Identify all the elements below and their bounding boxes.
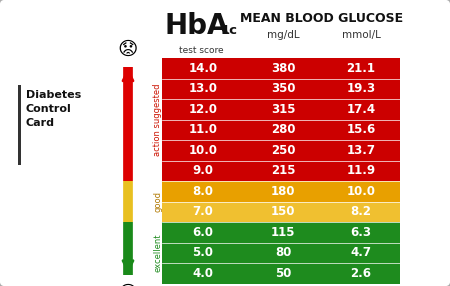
Text: action suggested: action suggested	[153, 83, 162, 156]
Bar	[162, 99, 400, 120]
Bar	[162, 243, 400, 263]
Text: 10.0: 10.0	[346, 185, 375, 198]
Text: 150: 150	[271, 205, 295, 218]
Text: 😟: 😟	[118, 39, 138, 59]
Text: MEAN BLOOD GLUCOSE: MEAN BLOOD GLUCOSE	[240, 12, 404, 25]
Text: 1c: 1c	[221, 24, 238, 37]
Text: 380: 380	[271, 62, 295, 75]
Text: 11.0: 11.0	[189, 123, 217, 136]
Text: mmol/L: mmol/L	[342, 30, 380, 40]
Text: 10.0: 10.0	[189, 144, 217, 157]
Text: HbA: HbA	[165, 12, 229, 40]
Text: 6.3: 6.3	[351, 226, 372, 239]
Text: 13.0: 13.0	[189, 82, 217, 95]
Text: 4.0: 4.0	[193, 267, 213, 280]
Text: 250: 250	[271, 144, 295, 157]
Text: 280: 280	[271, 123, 295, 136]
Bar	[18, 85, 21, 165]
Text: 12.0: 12.0	[189, 103, 217, 116]
Text: 5.0: 5.0	[193, 246, 213, 259]
Text: 180: 180	[271, 185, 295, 198]
Text: 13.7: 13.7	[346, 144, 375, 157]
Text: Card: Card	[26, 118, 55, 128]
Text: excellent: excellent	[153, 233, 162, 272]
Text: test score: test score	[179, 46, 223, 55]
Bar	[162, 202, 400, 222]
Text: 6.0: 6.0	[193, 226, 213, 239]
Text: 8.0: 8.0	[193, 185, 213, 198]
Text: 215: 215	[271, 164, 295, 177]
Bar	[162, 78, 400, 99]
Text: 8.2: 8.2	[351, 205, 372, 218]
Text: 9.0: 9.0	[193, 164, 213, 177]
Text: 4.7: 4.7	[351, 246, 372, 259]
Text: 50: 50	[275, 267, 291, 280]
Bar	[162, 140, 400, 160]
Text: mg/dL: mg/dL	[267, 30, 299, 40]
Text: 15.6: 15.6	[346, 123, 376, 136]
Bar	[162, 58, 400, 78]
Text: 350: 350	[271, 82, 295, 95]
Text: Diabetes: Diabetes	[26, 90, 81, 100]
Text: 80: 80	[275, 246, 291, 259]
Text: 😊: 😊	[118, 284, 138, 286]
Text: 2.6: 2.6	[351, 267, 372, 280]
Text: 115: 115	[271, 226, 295, 239]
Text: 21.1: 21.1	[346, 62, 375, 75]
Bar	[162, 222, 400, 243]
Bar	[162, 263, 400, 283]
Text: 11.9: 11.9	[346, 164, 376, 177]
Bar	[162, 160, 400, 181]
Bar	[162, 181, 400, 202]
Text: 17.4: 17.4	[346, 103, 376, 116]
Text: good: good	[153, 191, 162, 212]
Text: Control: Control	[26, 104, 72, 114]
Text: 7.0: 7.0	[193, 205, 213, 218]
Bar	[162, 120, 400, 140]
Text: 19.3: 19.3	[346, 82, 376, 95]
Text: 315: 315	[271, 103, 295, 116]
Text: 14.0: 14.0	[189, 62, 217, 75]
